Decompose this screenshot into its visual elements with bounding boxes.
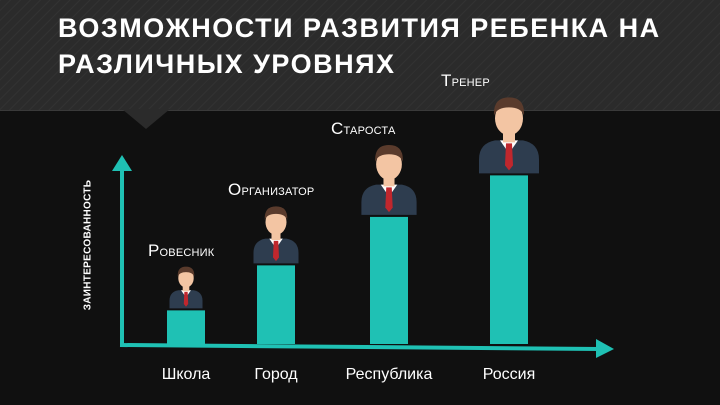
bar (167, 310, 205, 344)
businessman-avatar-icon (169, 266, 203, 309)
businessman-avatar-icon (253, 206, 299, 264)
x-axis-arrowhead (596, 339, 614, 358)
bar (490, 175, 528, 344)
category-label: Россия (482, 366, 536, 383)
role-label: Староста (331, 119, 396, 138)
category-label: Город (254, 366, 298, 383)
businessman-avatar-icon (479, 97, 539, 174)
x-axis-line (119, 343, 601, 351)
role-label: Тренер (441, 71, 490, 91)
title-band (0, 0, 720, 111)
category-label: Школа (161, 366, 211, 383)
y-axis-label: ЗАИНТЕРЕСОВАННОСТЬ (82, 179, 94, 311)
businessman-avatar-icon (361, 145, 417, 215)
bar (257, 265, 295, 344)
title-band-pointer (122, 109, 170, 129)
category-label: Республика (345, 366, 433, 383)
role-label: Организатор (228, 180, 315, 200)
y-axis-arrowhead (112, 155, 132, 171)
role-label: Ровесник (148, 240, 215, 260)
slide-title: ВОЗМОЖНОСТИ РАЗВИТИЯ РЕБЕНКА НА РАЗЛИЧНЫ… (58, 13, 661, 79)
bar (370, 216, 408, 344)
